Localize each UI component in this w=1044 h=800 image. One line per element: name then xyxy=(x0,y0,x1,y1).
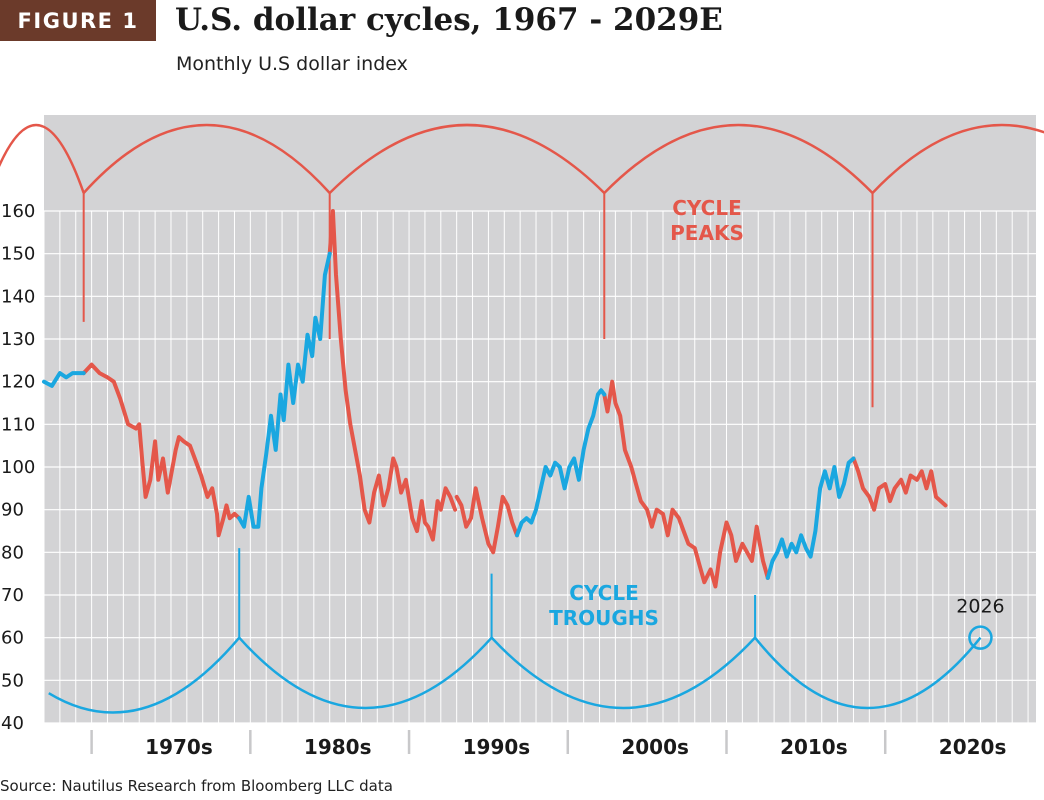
x-tick-label: 1980s xyxy=(304,735,372,759)
cycle-troughs-label: CYCLE xyxy=(569,581,639,605)
projection-circle xyxy=(968,625,993,650)
x-tick-label: 1990s xyxy=(463,735,531,759)
dollar-cycles-chart: 40 50 60 70 80 90 100 110 120 130 140 150 160 1970s 1… xyxy=(0,115,1044,759)
y-tick-label: 130 xyxy=(1,329,35,350)
projection-year-label: 2026 xyxy=(956,596,1004,618)
cycle-trough-arc xyxy=(238,636,493,710)
cycle-peak-arc xyxy=(82,123,331,194)
x-tick-label: 1970s xyxy=(145,735,213,759)
cycle-peaks-label: CYCLE xyxy=(672,196,742,220)
y-tick-label: 100 xyxy=(1,457,35,478)
y-tick-label: 70 xyxy=(1,585,24,606)
cycle-trough-arc-projection xyxy=(754,636,982,710)
dollar-index-line-falling xyxy=(454,486,519,555)
cycle-trough-arc xyxy=(490,636,756,710)
chart-title: U.S. dollar cycles, 1967 - 2029E xyxy=(175,2,723,38)
y-tick-label: 40 xyxy=(1,713,24,734)
dollar-index-line-rising xyxy=(42,371,86,388)
y-tick-label: 150 xyxy=(1,244,35,265)
chart-subtitle: Monthly U.S dollar index xyxy=(176,53,408,75)
plot-background xyxy=(44,115,1036,723)
y-tick-label: 140 xyxy=(1,286,35,307)
cycle-peak-arc xyxy=(871,123,1044,194)
y-tick-label: 120 xyxy=(1,372,35,393)
cycle-troughs-label: TROUGHS xyxy=(549,606,659,630)
x-tick-label: 2020s xyxy=(939,735,1007,759)
y-tick-label: 90 xyxy=(1,500,24,521)
y-tick-label: 160 xyxy=(1,201,35,222)
x-tick-label: 2010s xyxy=(780,735,848,759)
dollar-index-line-rising xyxy=(515,388,607,538)
cycle-trough-arc xyxy=(48,636,241,714)
y-tick-label: 80 xyxy=(1,542,24,563)
y-tick-label: 60 xyxy=(1,628,24,649)
figure-badge: FIGURE 1 xyxy=(0,0,156,41)
source-note: Source: Nautilus Research from Bloomberg… xyxy=(0,777,393,795)
cycle-peak-arc xyxy=(0,124,85,194)
dollar-index-line-falling xyxy=(851,456,948,512)
x-tick-label: 2000s xyxy=(621,735,689,759)
dollar-index-line-falling xyxy=(81,362,242,538)
dollar-index-line-rising xyxy=(765,456,856,580)
dollar-index-line-rising xyxy=(237,251,332,529)
dollar-index-line-falling xyxy=(327,209,458,542)
dollar-index-line-falling xyxy=(602,379,770,589)
cycle-peaks-label: PEAKS xyxy=(670,221,744,245)
y-tick-label: 110 xyxy=(1,414,35,435)
cycle-peak-arc xyxy=(603,123,874,194)
y-tick-label: 50 xyxy=(1,670,24,691)
cycle-peak-arc xyxy=(328,123,606,194)
